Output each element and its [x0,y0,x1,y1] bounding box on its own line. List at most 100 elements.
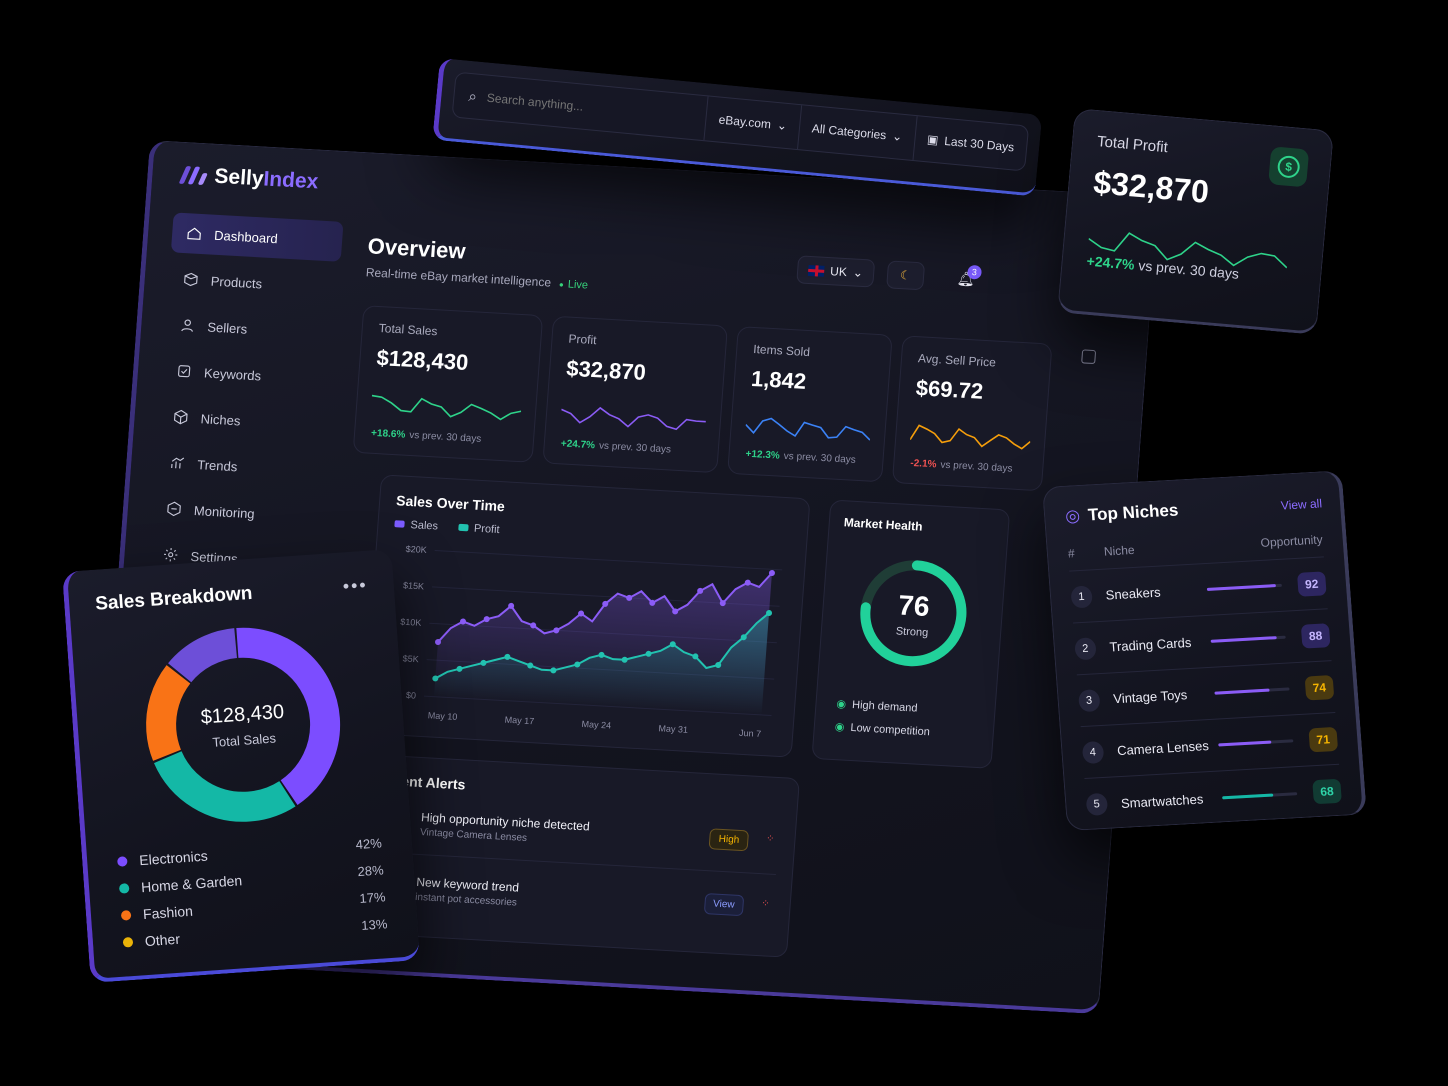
niche-rank: 3 [1077,688,1101,712]
health-item: ◉ Low competition [834,721,931,739]
data-point [645,650,652,657]
profit-sparkline [1088,232,1288,269]
x-tick-label: May 24 [581,719,611,731]
sidebar-item-keywords[interactable]: Keywords [161,350,334,399]
view-all-link[interactable]: View all [1280,496,1323,513]
monitor-icon [167,501,181,517]
data-point [697,587,704,594]
niche-rank: 2 [1074,636,1097,660]
market-health-card: Market Health 76 Strong ◉ High demand ◉ Lo… [811,499,1011,769]
alert-item[interactable]: New keyword trend instant pot accessorie… [366,868,775,939]
search-input[interactable] [486,90,707,126]
view-button[interactable]: View [703,893,745,917]
niche-name: Sneakers [1105,584,1162,603]
kpi-total-sales: Total Sales $128,430 +18.6% vs prev. 30 d… [352,305,544,463]
locale-select[interactable]: UK ⌄ [796,255,875,288]
marketplace-select[interactable]: eBay.com ⌄ [703,96,802,149]
sidebar-item-sellers[interactable]: Sellers [164,304,337,353]
sparkline [745,417,871,441]
more-icon[interactable]: ⁘ [760,898,771,910]
data-point [768,569,775,576]
data-point [740,634,747,641]
niche-name: Camera Lenses [1116,738,1210,759]
sidebar-item-products[interactable]: Products [167,258,340,307]
market-health-gauge: 76 Strong [860,560,967,667]
data-point [621,656,628,663]
data-point [553,627,560,634]
data-point [530,622,537,629]
sidebar-item-trends[interactable]: Trends [154,442,327,491]
breakdown-legend: Electronics 42% Home & Garden 28% Fashion 1… [117,835,389,961]
notification-badge: 3 [966,264,982,280]
sparkline [909,424,1031,450]
target-icon: ◎ [1064,505,1081,526]
health-item: ◉ High demand [836,698,918,715]
sidebar-item-monitoring[interactable]: Monitoring [151,488,324,537]
niche-rank: 4 [1081,740,1104,764]
sparkline-path [561,406,706,431]
data-point [649,599,656,606]
data-point [598,651,605,658]
brand-name: SellyIndex [213,164,320,194]
opportunity-score: 92 [1296,570,1327,597]
health-score: 76 [897,589,930,622]
chevron-down-icon: ⌄ [776,118,788,133]
sidebar-item-settings[interactable]: Settings [147,534,320,583]
dollar-icon: $ [1268,146,1310,188]
data-point [435,639,442,646]
sparkline [371,394,522,421]
theme-toggle[interactable]: ☾ [886,260,925,291]
legend-sales[interactable]: Sales [394,518,438,533]
y-tick-label: $0 [406,690,417,701]
niche-name: Smartwatches [1120,790,1204,811]
more-icon[interactable]: ⁘ [765,833,775,845]
sidebar: Dashboard Products Sellers Keywords Nich… [147,212,344,589]
niche-name: Vintage Toys [1112,687,1188,707]
sparkline [561,406,706,431]
data-point [766,610,773,617]
data-point [626,594,633,601]
sales-line-chart: $20K $15K $10K $5K $0 May 10 May 17 May 24 May 3… [400,544,783,739]
category-select[interactable]: All Categories ⌄ [796,105,917,160]
logo[interactable]: SellyIndex [178,163,320,195]
calendar-icon[interactable] [1081,349,1097,365]
sales-over-time-card: Sales Over Time Sales Profit $20K $15K $10… [362,474,811,758]
opportunity-score: 71 [1308,726,1339,752]
data-point [744,579,751,586]
more-icon[interactable]: ••• [342,574,369,597]
series-area [433,613,770,715]
opportunity-bar [1218,739,1294,747]
x-tick-label: May 10 [427,710,457,722]
donut-slice-electronics [146,627,341,822]
data-point [460,618,467,625]
donut-center-value: $128,430 [200,701,285,729]
opportunity-score: 74 [1304,674,1335,701]
data-point [574,661,581,668]
sidebar-item-niches[interactable]: Niches [157,396,330,445]
uk-flag-icon [807,264,825,277]
data-point [432,675,439,682]
total-profit-card: Total Profit $32,870 $ +24.7% vs prev. 30… [1057,108,1335,335]
home-icon [187,227,201,240]
y-tick-label: $10K [400,617,422,628]
chevron-down-icon: ⌄ [852,265,864,280]
data-point [715,662,722,669]
bell-icon: 🔔︎ 3 [956,264,982,288]
niche-name: Trading Cards [1108,634,1192,655]
tag-icon [178,365,191,378]
sparkline-path [745,417,871,441]
legend-profit[interactable]: Profit [458,522,500,536]
data-point [504,653,511,660]
alert-item[interactable]: High opportunity niche detected Vintage … [370,803,780,875]
data-point [672,608,679,615]
date-range-select[interactable]: ▣ Last 30 Days [912,116,1029,171]
y-tick-label: $20K [405,544,427,555]
opportunity-bar [1221,791,1298,799]
notifications-button[interactable]: 🔔︎ 3 [946,264,986,295]
x-tick-label: May 17 [504,715,534,727]
sidebar-item-dashboard[interactable]: Dashboard [170,212,344,262]
donut-center-label: Total Sales [212,730,277,749]
donut-slice-fashion [146,627,341,822]
priority-badge[interactable]: High [708,828,750,852]
donut-slice-home-garden [146,627,341,822]
